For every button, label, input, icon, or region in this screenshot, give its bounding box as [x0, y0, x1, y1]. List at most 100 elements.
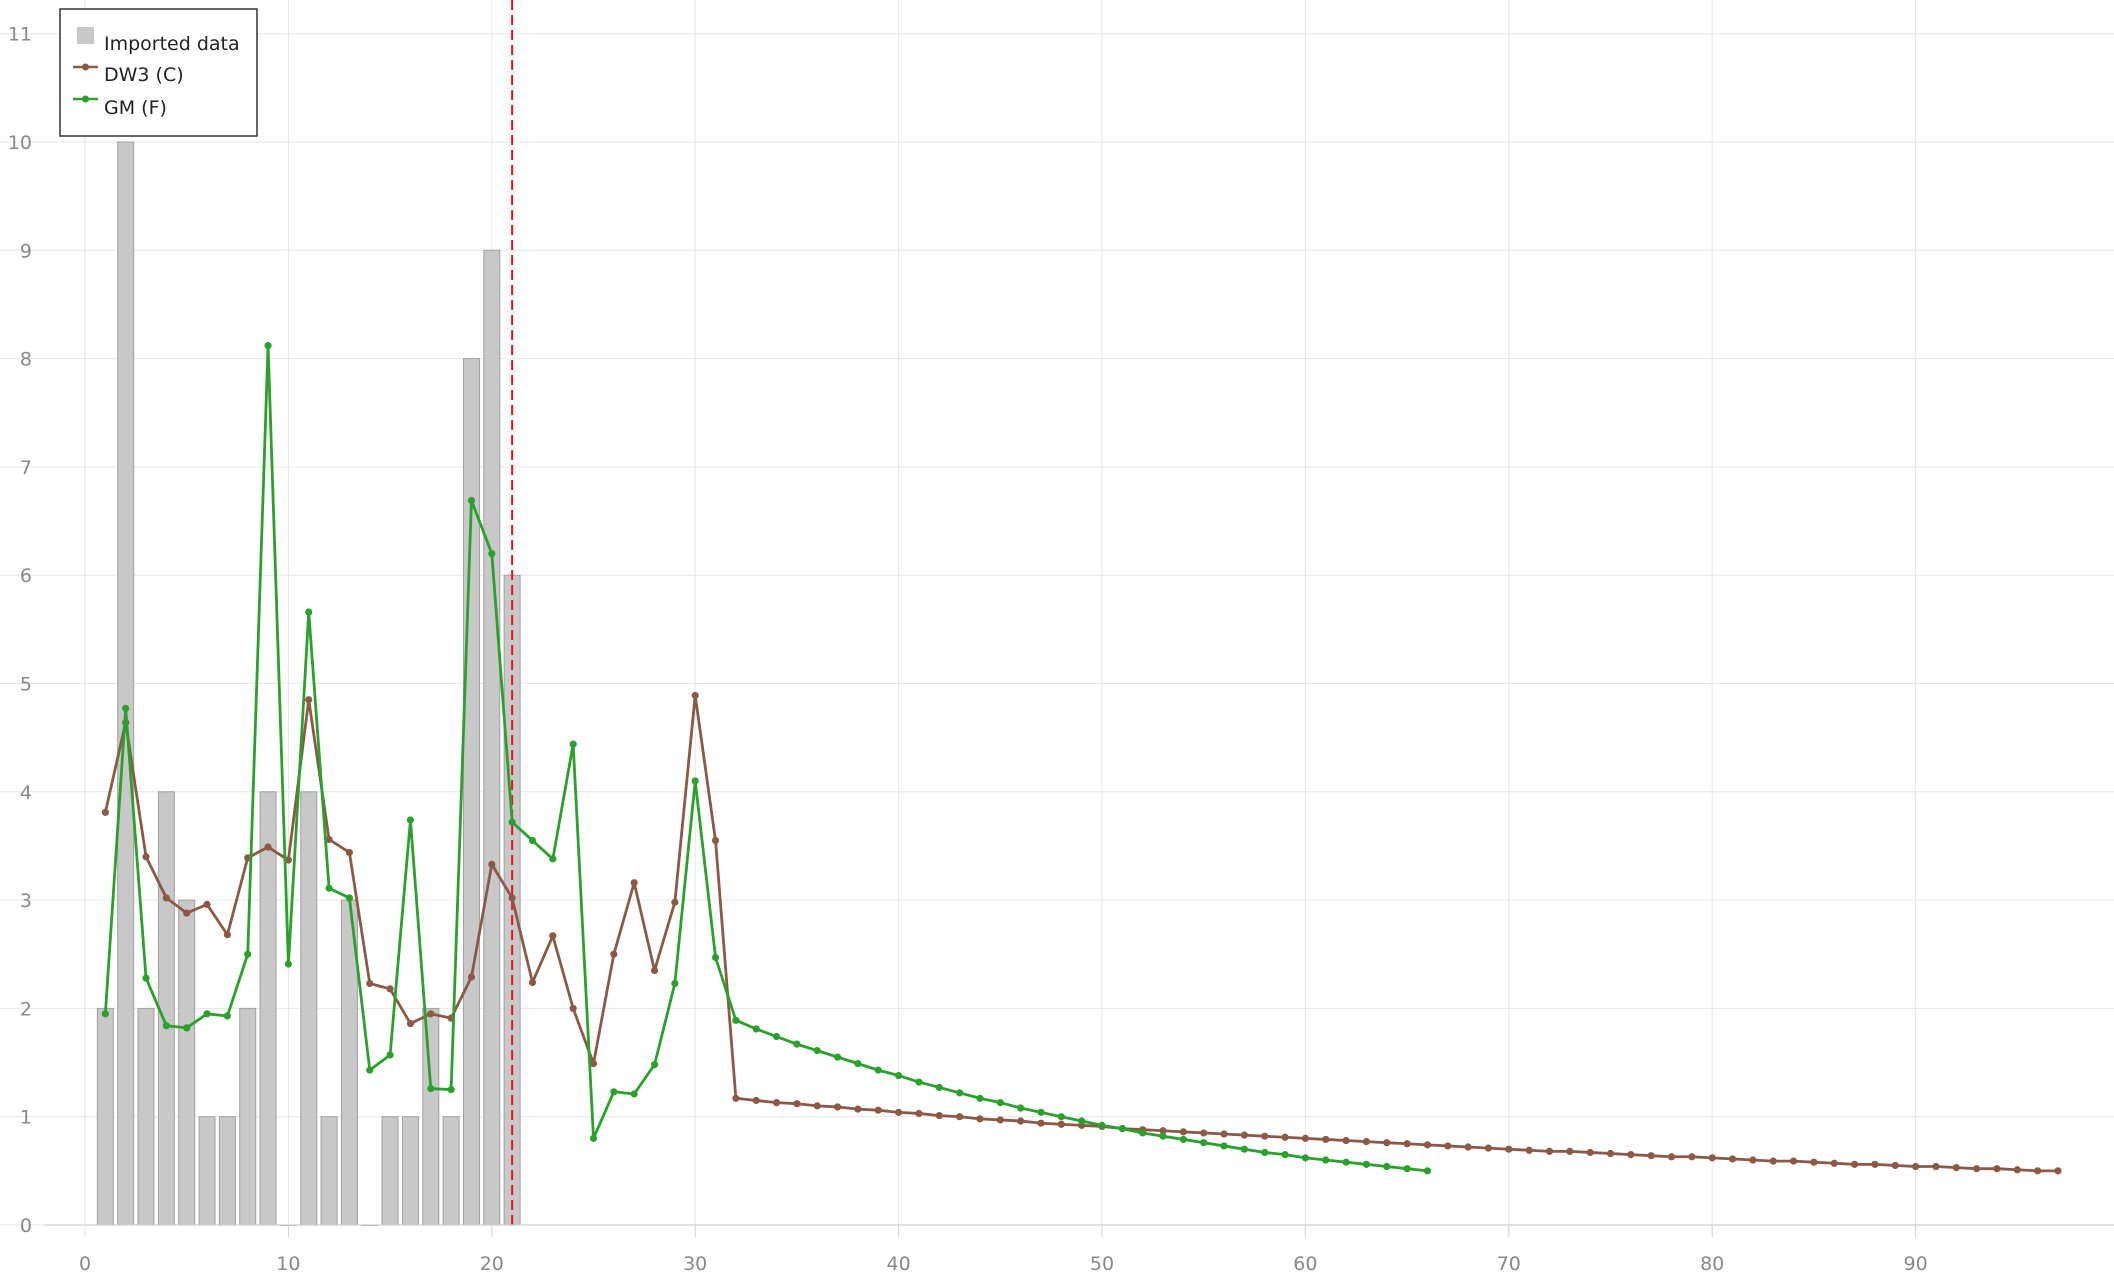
point-gm [1200, 1139, 1208, 1147]
x-tick-label: 80 [1700, 1253, 1724, 1275]
point-dw3 [1342, 1136, 1350, 1145]
point-gm [508, 818, 516, 826]
point-gm [284, 960, 292, 968]
point-dw3 [1830, 1159, 1838, 1167]
point-dw3 [589, 1060, 598, 1068]
y-tick-label: 10 [8, 132, 32, 154]
point-gm [732, 1016, 740, 1024]
y-tick-label: 0 [20, 1215, 32, 1237]
point-dw3 [671, 898, 679, 906]
point-dw3 [1566, 1147, 1574, 1155]
line-layer [101, 342, 2062, 1175]
point-dw3 [467, 973, 476, 981]
point-gm [854, 1060, 862, 1068]
point-dw3 [203, 900, 211, 909]
point-gm [1017, 1104, 1025, 1112]
point-dw3 [549, 932, 557, 940]
point-dw3 [1220, 1130, 1228, 1138]
x-tick-label: 70 [1497, 1253, 1521, 1275]
point-dw3 [711, 836, 720, 845]
point-gm [1322, 1156, 1330, 1164]
point-gm [142, 974, 150, 982]
point-dw3 [813, 1102, 821, 1110]
point-gm [1078, 1117, 1086, 1125]
point-gm [549, 855, 557, 863]
bar [117, 141, 135, 1226]
point-dw3 [976, 1115, 984, 1123]
point-dw3 [630, 879, 638, 887]
point-gm [1362, 1160, 1371, 1168]
point-dw3 [427, 1010, 435, 1018]
y-tick-label: 3 [20, 890, 32, 912]
y-tick-label: 1 [20, 1107, 32, 1129]
point-dw3 [1179, 1128, 1187, 1136]
y-tick-label: 4 [20, 782, 32, 804]
point-gm [691, 777, 699, 785]
point-dw3 [1952, 1164, 1960, 1172]
point-gm [366, 1066, 374, 1074]
point-dw3 [1240, 1131, 1248, 1139]
point-gm [1281, 1151, 1289, 1159]
point-dw3 [183, 909, 191, 917]
point-gm [427, 1084, 435, 1093]
point-gm [630, 1090, 638, 1098]
point-dw3 [1647, 1152, 1655, 1160]
point-dw3 [1688, 1153, 1696, 1161]
point-gm [122, 704, 130, 713]
point-dw3 [1627, 1151, 1635, 1159]
bar [157, 791, 175, 1226]
point-dw3 [1200, 1129, 1208, 1137]
point-dw3 [1973, 1165, 1981, 1173]
point-gm [223, 1012, 231, 1020]
point-dw3 [305, 696, 313, 704]
point-dw3 [1383, 1139, 1391, 1147]
point-gm [1118, 1125, 1126, 1133]
x-tick-label: 30 [683, 1253, 707, 1275]
bar [442, 1116, 460, 1226]
point-gm [386, 1051, 394, 1059]
x-tick-label: 0 [79, 1253, 91, 1275]
x-tick-label: 40 [887, 1253, 911, 1275]
bar-layer [96, 141, 521, 1226]
point-gm [610, 1088, 618, 1096]
point-dw3 [488, 860, 496, 868]
x-tick-label: 10 [276, 1253, 300, 1275]
point-gm [671, 979, 679, 988]
point-gm [244, 950, 252, 958]
point-dw3 [1403, 1140, 1411, 1148]
point-dw3 [650, 966, 659, 975]
point-dw3 [406, 1019, 415, 1028]
point-dw3 [1017, 1117, 1025, 1125]
point-gm [1179, 1135, 1187, 1144]
point-dw3 [1423, 1141, 1432, 1149]
y-tick-label: 11 [8, 24, 32, 46]
point-gm [1057, 1113, 1065, 1121]
point-gm [793, 1040, 801, 1048]
point-dw3 [2034, 1167, 2042, 1175]
point-gm [589, 1134, 598, 1142]
point-gm [874, 1066, 882, 1074]
point-dw3 [1708, 1154, 1716, 1162]
point-dw3 [1789, 1157, 1798, 1165]
bar [462, 358, 480, 1226]
bar [239, 1007, 257, 1226]
point-gm [447, 1086, 455, 1094]
point-gm [813, 1047, 821, 1055]
bar [198, 1116, 216, 1226]
point-dw3 [793, 1100, 801, 1108]
point-dw3 [996, 1116, 1004, 1124]
point-gm [1423, 1167, 1432, 1175]
point-gm [1342, 1158, 1350, 1166]
point-dw3 [1891, 1161, 1899, 1170]
point-dw3 [1932, 1162, 1940, 1171]
point-dw3 [752, 1096, 760, 1105]
point-gm [488, 549, 496, 558]
point-dw3 [1993, 1165, 2001, 1173]
point-gm [976, 1094, 984, 1102]
point-gm [1098, 1121, 1106, 1129]
y-tick-label: 5 [20, 674, 32, 696]
point-dw3 [1037, 1119, 1045, 1127]
point-dw3 [854, 1105, 862, 1113]
